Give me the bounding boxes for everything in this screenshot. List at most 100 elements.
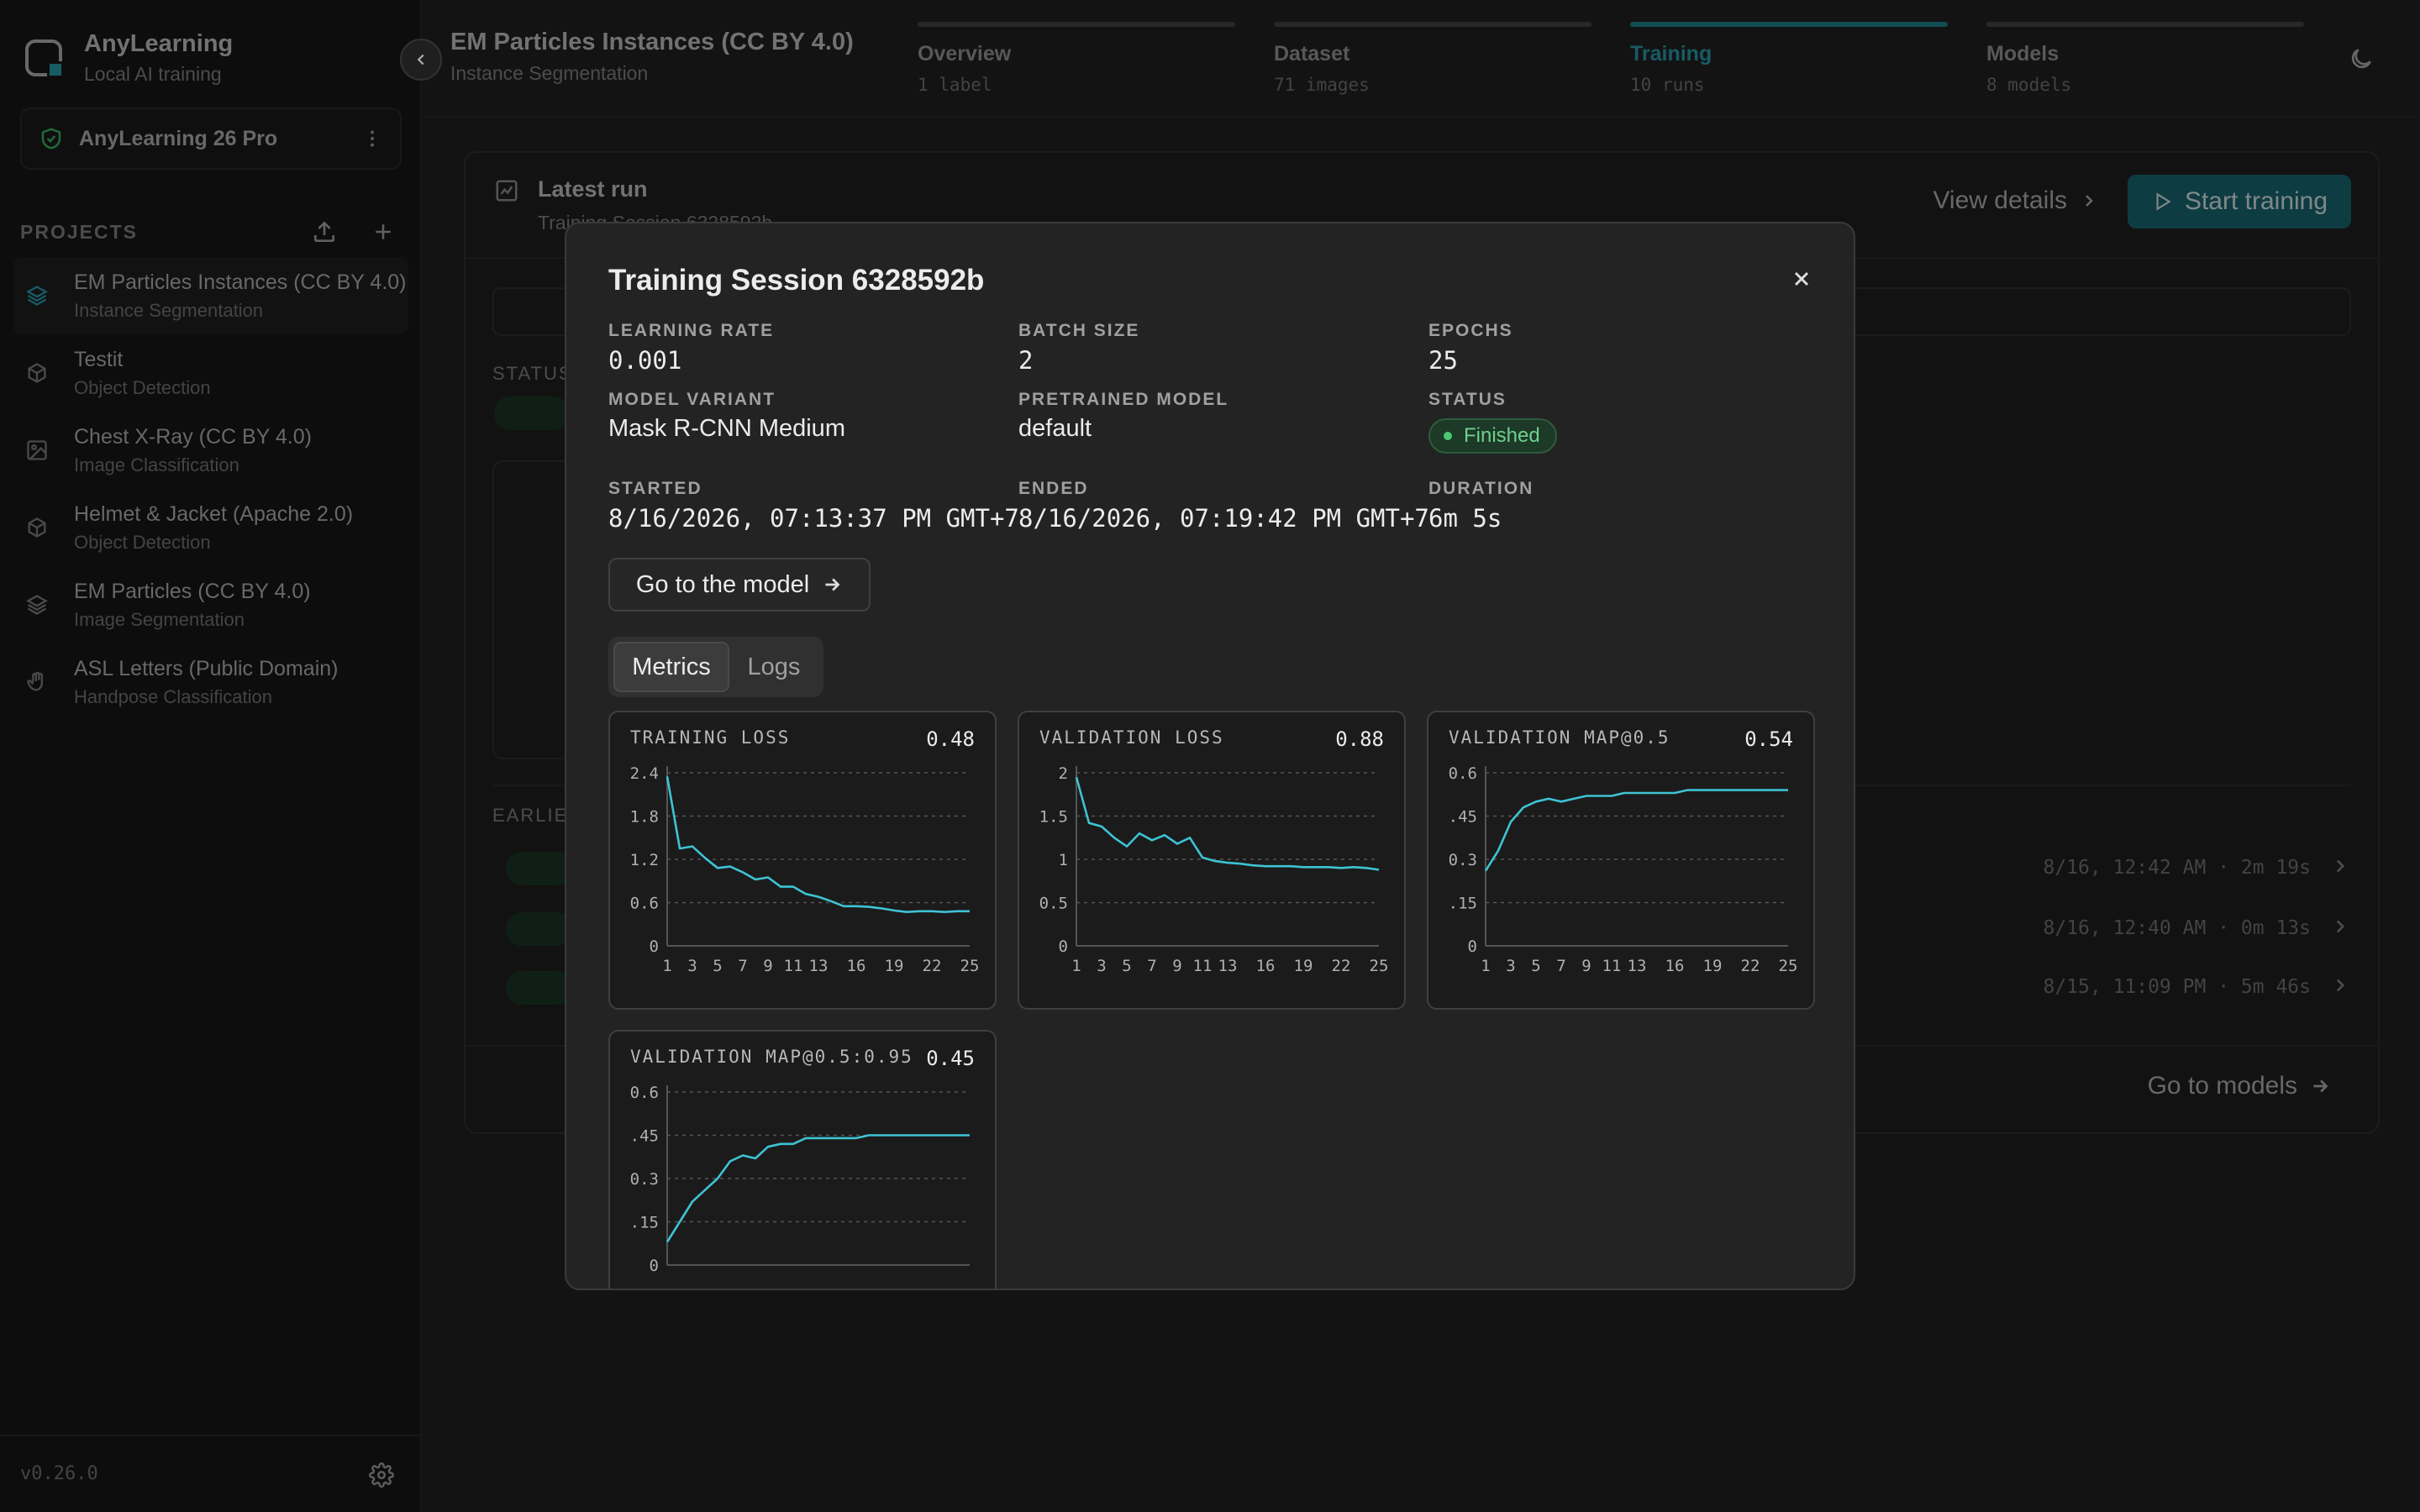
ended-field: ENDED 8/16/2026, 07:19:42 PM GMT+7 [1018, 479, 1429, 533]
y-tick-label: .15 [1449, 895, 1477, 913]
start-training-label: Start training [2184, 187, 2328, 215]
more-vertical-icon[interactable] [361, 128, 383, 150]
modal-title: Training Session 6328592b [608, 264, 985, 297]
start-training-button[interactable]: Start training [2128, 175, 2351, 228]
go-to-models-link[interactable]: Go to models [2148, 1072, 2331, 1100]
play-icon [2156, 192, 2171, 211]
collapse-sidebar-button[interactable] [400, 39, 442, 81]
series-line [1484, 789, 1788, 872]
theme-toggle-button[interactable] [2343, 40, 2380, 77]
go-to-models-label: Go to models [2147, 1072, 2297, 1100]
step-progress-bar [918, 22, 1235, 27]
layers-icon [26, 286, 48, 306]
step-progress-bar [1986, 22, 2304, 27]
license-selector[interactable]: AnyLearning 26 Pro [20, 108, 402, 170]
run-meta: 8/16, 12:42 AM · 2m 19s [2043, 857, 2312, 879]
project-item[interactable]: Helmet & Jacket (Apache 2.0) Object Detec… [13, 489, 408, 566]
run-row[interactable]: 8/16, 12:42 AM · 2m 19s [492, 838, 2351, 897]
step-overview[interactable]: Overview 1 label [918, 22, 1235, 95]
y-tick-label: 0 [1468, 937, 1477, 956]
x-tick-label: 25 [1779, 957, 1798, 975]
epochs-field: EPOCHS 25 [1428, 321, 1513, 375]
x-tick-label: 11 [1602, 957, 1622, 975]
field-label: MODEL VARIANT [608, 390, 776, 409]
brand[interactable]: AnyLearning Local AI training [25, 30, 233, 86]
y-tick-label: 1.2 [630, 851, 659, 869]
step-sub: 8 models [1986, 75, 2072, 95]
step-sub: 1 label [918, 75, 992, 95]
validation-map50-95-chart: 0 .15 0.3 .45 0.6 [630, 1084, 970, 1275]
project-name: ASL Letters (Public Domain) [74, 656, 339, 680]
project-item[interactable]: EM Particles Instances (CC BY 4.0) Instan… [13, 257, 408, 334]
y-tick-label: 0.3 [630, 1170, 659, 1189]
series-line [666, 1134, 970, 1243]
status-text: Finished [1464, 424, 1540, 447]
y-tick-label: 2 [1059, 764, 1068, 783]
model-variant-field: MODEL VARIANT Mask R-CNN Medium [608, 390, 845, 443]
validation-map50-chart: 0.150.3.450.61 3 5 7 9 11 13 16 19 22 25 [1449, 764, 1798, 975]
training-loss-chart: 00.61.21.82.41 3 5 7 9 11 13 16 19 22 25 [630, 764, 980, 975]
project-name: Testit [74, 347, 124, 371]
project-item[interactable]: Testit Object Detection [13, 334, 408, 412]
status-badge [506, 912, 573, 946]
x-tick-label: 19 [1703, 957, 1723, 975]
step-models[interactable]: Models 8 models [1986, 22, 2304, 95]
field-label: PRETRAINED MODEL [1018, 390, 1229, 409]
y-tick-label: 1.5 [1039, 808, 1068, 827]
chart-value: 0.54 [1744, 727, 1793, 751]
project-name: EM Particles (CC BY 4.0) [74, 579, 311, 603]
project-item[interactable]: Chest X-Ray (CC BY 4.0) Image Classificat… [13, 412, 408, 489]
y-tick-label: 2.4 [630, 764, 659, 783]
field-value: 8/16/2026, 07:13:37 PM GMT+7 [608, 504, 1019, 533]
tab-logs[interactable]: Logs [747, 653, 801, 680]
x-tick-label: 16 [1665, 957, 1685, 975]
chevron-right-icon [2336, 859, 2345, 873]
x-tick-label: 16 [847, 957, 866, 975]
upload-project-button[interactable] [306, 213, 343, 250]
field-label: STARTED [608, 479, 702, 498]
app-name: AnyLearning [84, 30, 234, 57]
plus-icon [376, 224, 391, 239]
field-value: 2 [1018, 346, 1034, 375]
go-to-model-button[interactable]: Go to the model [608, 558, 871, 612]
hand-icon [27, 671, 43, 691]
step-training[interactable]: Training 10 runs [1630, 22, 1948, 95]
x-tick-label: 22 [923, 957, 942, 975]
field-value: 8/16/2026, 07:19:42 PM GMT+7 [1018, 504, 1429, 533]
y-tick-label: 0 [650, 937, 659, 956]
field-value: 0.001 [608, 346, 682, 375]
status-badge [506, 971, 573, 1005]
x-tick-label: 1 [1481, 957, 1490, 975]
step-sub: 71 images [1274, 75, 1370, 95]
chevron-right-icon [2336, 979, 2345, 992]
tab-metrics[interactable]: Metrics [613, 642, 729, 692]
view-details-link[interactable]: View details [1933, 186, 2099, 215]
training-loss-card: TRAINING LOSS 0.48 0 0.6 1.2 1.8 2.4 1 3 5 7 9 11 1… [608, 711, 997, 1010]
projects-title: PROJECTS [20, 220, 138, 243]
training-session-modal: Training Session 6328592b LEARNING RATE … [565, 222, 1855, 1290]
layers-icon [26, 595, 48, 615]
x-tick-label: 3 [1097, 957, 1106, 975]
step-sub: 10 runs [1630, 75, 1705, 95]
y-tick-label: 0 [1059, 937, 1068, 956]
y-tick-label: 0.6 [630, 895, 659, 913]
modal-tabs: Metrics Logs [608, 637, 823, 697]
run-row[interactable]: 8/15, 11:09 PM · 5m 46s [492, 958, 2351, 1016]
field-label: ENDED [1018, 479, 1089, 498]
settings-button[interactable] [363, 1457, 400, 1494]
chart-value: 0.88 [1335, 727, 1384, 751]
x-tick-label: 5 [1531, 957, 1540, 975]
project-item[interactable]: EM Particles (CC BY 4.0) Image Segmentati… [13, 566, 408, 643]
run-row[interactable]: 8/16, 12:40 AM · 0m 13s [492, 899, 2351, 958]
x-tick-label: 22 [1332, 957, 1351, 975]
add-project-button[interactable] [365, 213, 402, 250]
close-button[interactable] [1785, 262, 1818, 296]
project-item[interactable]: ASL Letters (Public Domain) Handpose Clas… [13, 643, 408, 721]
y-tick-label: .45 [630, 1127, 659, 1146]
x-tick-label: 9 [1581, 957, 1591, 975]
chevron-right-icon [2086, 195, 2093, 207]
step-dataset[interactable]: Dataset 71 images [1274, 22, 1591, 95]
step-progress-bar [1630, 22, 1948, 27]
y-tick-label: 0.6 [630, 1084, 659, 1102]
field-label: BATCH SIZE [1018, 321, 1140, 340]
